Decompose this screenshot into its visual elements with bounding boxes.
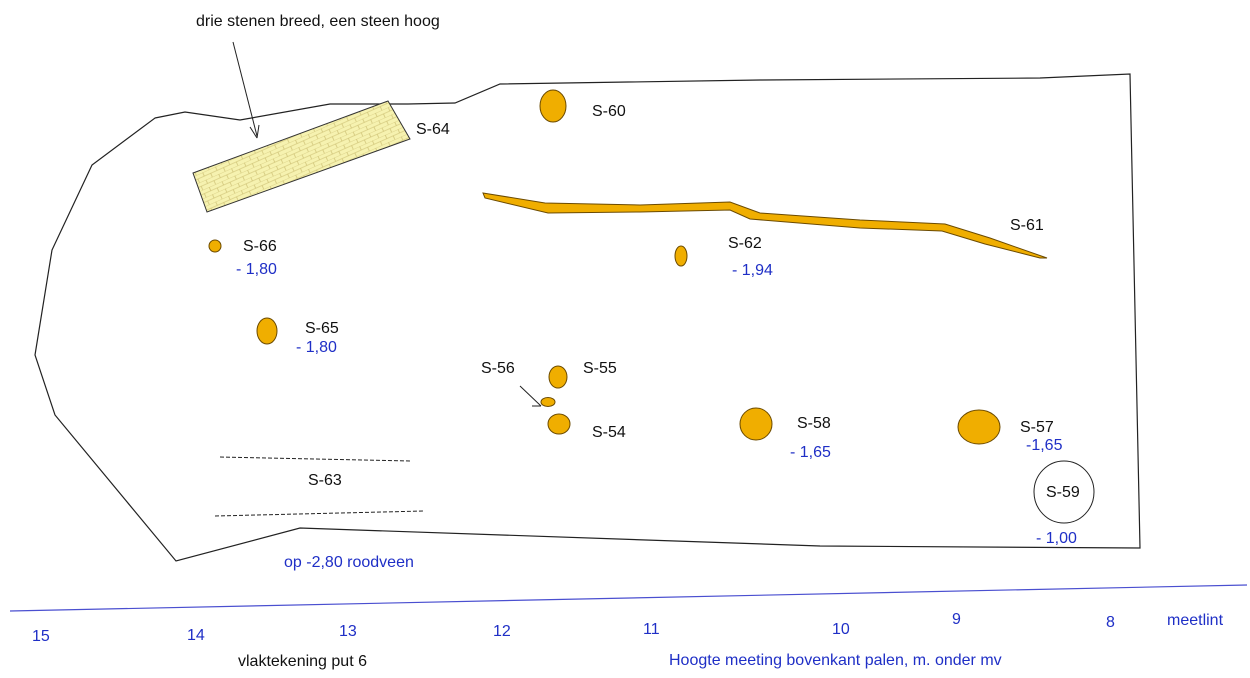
feature-s61 xyxy=(482,192,1048,259)
feature-s55 xyxy=(548,365,568,389)
feature-s62 xyxy=(674,245,688,267)
feature-s60 xyxy=(539,89,567,123)
label-s55: S-55 xyxy=(583,360,617,377)
label-s59: S-59 xyxy=(1046,484,1080,501)
depth-s66: - 1,80 xyxy=(236,261,277,278)
feature-s54 xyxy=(547,413,571,435)
depth-s59: - 1,00 xyxy=(1036,530,1077,547)
label-s66: S-66 xyxy=(243,238,277,255)
label-s57: S-57 xyxy=(1020,419,1054,436)
depth-s65: - 1,80 xyxy=(296,339,337,356)
label-s65: S-65 xyxy=(305,320,339,337)
label-s58: S-58 xyxy=(797,415,831,432)
tick-14: 14 xyxy=(187,627,205,644)
annotation-arrow xyxy=(232,41,258,137)
label-s63: S-63 xyxy=(308,472,342,489)
measuring-tape-line xyxy=(9,584,1248,612)
label-s56: S-56 xyxy=(481,360,515,377)
tick-9: 9 xyxy=(952,611,961,628)
annotation-text: drie stenen breed, een steen hoog xyxy=(196,13,440,30)
feature-s56 xyxy=(540,397,556,407)
feature-s57 xyxy=(957,409,1001,445)
label-s60: S-60 xyxy=(592,103,626,120)
feature-s66 xyxy=(208,239,222,253)
caption-right: Hoogte meeting bovenkant palen, m. onder… xyxy=(669,652,1002,669)
label-s61: S-61 xyxy=(1010,217,1044,234)
label-s62: S-62 xyxy=(728,235,762,252)
feature-s58 xyxy=(739,407,773,441)
annotation-arrowhead xyxy=(249,124,260,139)
pointer-s56 xyxy=(519,385,542,407)
feature-s65 xyxy=(256,317,278,345)
tick-8: 8 xyxy=(1106,614,1115,631)
feature-s63-top xyxy=(219,456,411,462)
measuring-tape-label: meetlint xyxy=(1167,612,1224,629)
label-s54: S-54 xyxy=(592,424,626,441)
caption-left: vlaktekening put 6 xyxy=(238,653,367,670)
depth-s58: - 1,65 xyxy=(790,444,831,461)
tick-13: 13 xyxy=(339,623,357,640)
feature-s64-wall xyxy=(192,100,411,213)
depth-s57: -1,65 xyxy=(1026,437,1063,454)
feature-s59 xyxy=(1033,460,1095,524)
tick-12: 12 xyxy=(493,623,511,640)
tick-10: 10 xyxy=(832,621,850,638)
tick-15: 15 xyxy=(32,628,50,645)
pit-outline xyxy=(34,73,1141,562)
label-s64: S-64 xyxy=(416,121,450,138)
depth-s62: - 1,94 xyxy=(732,262,773,279)
feature-s63-bottom xyxy=(214,510,425,517)
bottom-note: op -2,80 roodveen xyxy=(284,554,414,571)
tick-11: 11 xyxy=(643,621,660,638)
